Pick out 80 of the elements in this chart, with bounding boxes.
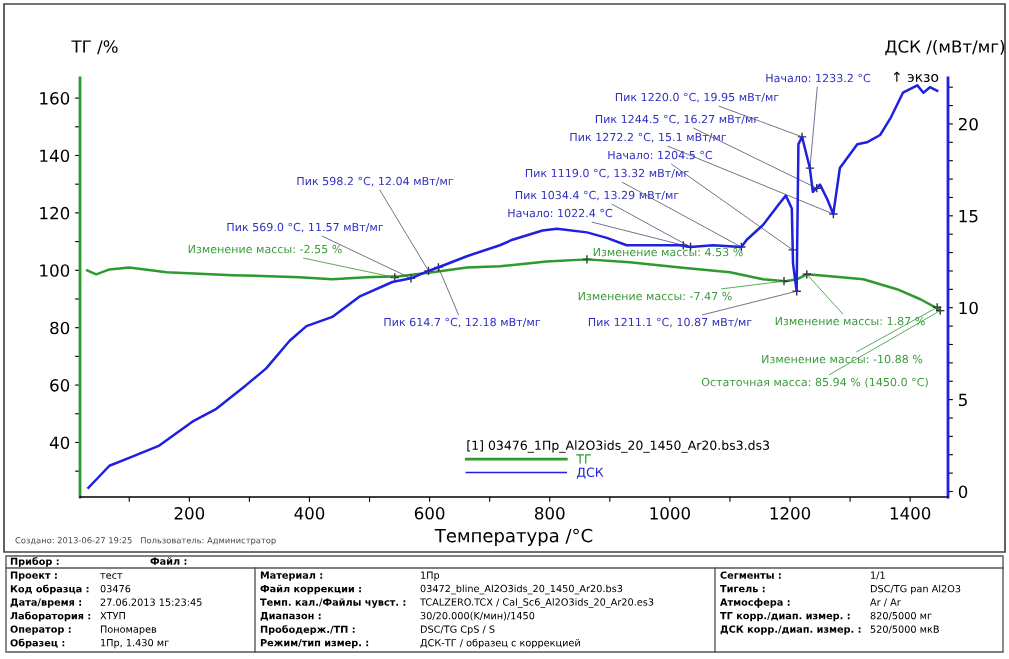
text: Оператор : [10,625,71,635]
x-tick-label: 800 [534,507,565,520]
text: ДСК [576,467,604,479]
text: Прободерж./ТП : [260,625,355,635]
y-tick-label: 40 [49,436,70,450]
text: Ar / Ar [870,598,901,607]
annotation: Пик 569.0 °C, 11.57 мВт/мг [227,222,384,233]
text: DSC/TG CpS / S [420,625,495,635]
text: DSC/TG pan Al2O3 [870,584,961,595]
y2-tick-label: 5 [959,393,967,407]
line-series [87,84,939,490]
annotation: Пик 1034.4 °C, 13.29 мВт/мг [515,190,679,201]
text: 820/5000 мг [870,611,932,621]
text: Атмосфера : [720,598,790,608]
text: ДСК корр./диап. измер. : [720,625,861,635]
text: Файл : [150,557,187,565]
text: Код образца : [10,584,89,595]
annotation: Начало: 1233.2 °C [766,73,871,83]
annotation: Пик 1220.0 °C, 19.95 мВт/мг [615,92,779,103]
text: тест [100,573,123,579]
text: 1Пр [421,571,440,581]
annotation: Изменение массы: 4.53 % [593,247,743,257]
annotation: Пик 1244.5 °C, 16.27 мВт/мг [595,114,759,125]
y-tick-label: 140 [40,149,70,163]
text: Диапазон : [260,612,321,621]
x-tick-label: 1200 [770,507,811,520]
text: Создано: 2013-06-27 19:25 Пользователь: Администратор [15,537,276,546]
y-tick-label: 160 [40,92,70,105]
text: Прибор : [10,557,59,567]
text: 03472_bline_Al2O3ids_20_1450_Ar20.bs3 [420,584,623,595]
text: Файл коррекции : [260,584,361,595]
text: Образец : [10,638,65,649]
text: ТГ корр./диап. измер. : [720,612,850,622]
y2-tick-label: 10 [959,301,978,315]
text: 520/5000 мкВ [870,625,939,634]
annotation: Пик 598.2 °C, 12.04 мВт/мг [297,176,454,187]
x-tick-label: 600 [414,507,445,520]
text: Материал : [260,571,323,581]
text: ХТУП [100,612,125,620]
y-tick-label: 60 [50,379,70,392]
x-tick-label: 1000 [650,507,690,520]
y2-tick-label: 20 [958,117,978,131]
annotation: Пик 1272.2 °C, 15.1 мВт/мг [570,132,727,143]
text: ДСК-ТГ / образец с коррекцией [420,638,580,649]
annotation: Пик 614.7 °C, 12.18 мВт/мг [384,317,541,328]
y2-axis-title: ДСК /(мВт/мг) [885,39,1005,56]
annotation: ↑ экзо [893,71,939,83]
x-tick-label: 400 [294,507,325,520]
text: Тигель : [720,585,765,593]
annotation: Пик 1211.1 °C, 10.87 мВт/мг [588,317,752,328]
annotation: Изменение массы: -7.47 % [578,291,732,301]
y2-tick-label: 0 [958,485,968,499]
legend-title: [1] 03476_1Пр_Al2O3ids_20_1450_Ar20.bs3.ds3 [467,440,770,453]
text: Лаборатория : [10,611,91,622]
text: 1Пр, 1.430 мг [101,638,169,649]
annotation: Начало: 1022.4 °C [508,208,613,218]
text: ТГ [576,454,591,464]
annotation: Изменение массы: -2.55 % [188,244,342,254]
text: Пономарев [100,625,157,635]
y-tick-label: 120 [40,206,70,220]
text: Режим/тип измер. : [260,639,369,649]
x-tick-label: 200 [174,507,205,520]
x-tick-label: 1400 [890,507,931,520]
text: Проект : [10,571,57,581]
text: Дата/время : [10,598,82,608]
text: 27.06.2013 15:23:45 [100,598,202,606]
x-axis-title: Температура /°C [434,528,593,546]
y-tick-label: 80 [50,321,70,335]
annotation: Пик 1119.0 °C, 13.32 мВт/мг [525,168,689,179]
text: Сегменты : [720,571,781,579]
y-tick-label: 100 [40,264,70,277]
text: 03476 [100,584,131,593]
annotation: Остаточная масса: 85.94 % (1450.0 °C) [701,377,928,388]
y2-tick-label: 15 [959,210,978,223]
text: TCALZERO.TCX / Cal_Sc6_Al2O3ids_20_Ar20.es3 [419,598,654,608]
text: 30/20.000(K/мин)/1450 [420,611,535,621]
text: Темп. кал./Файлы чувст. : [260,598,406,608]
annotation: Начало: 1204.5 °C [608,150,713,160]
text: 1/1 [871,571,885,580]
y-axis-title: ТГ /% [71,40,118,55]
